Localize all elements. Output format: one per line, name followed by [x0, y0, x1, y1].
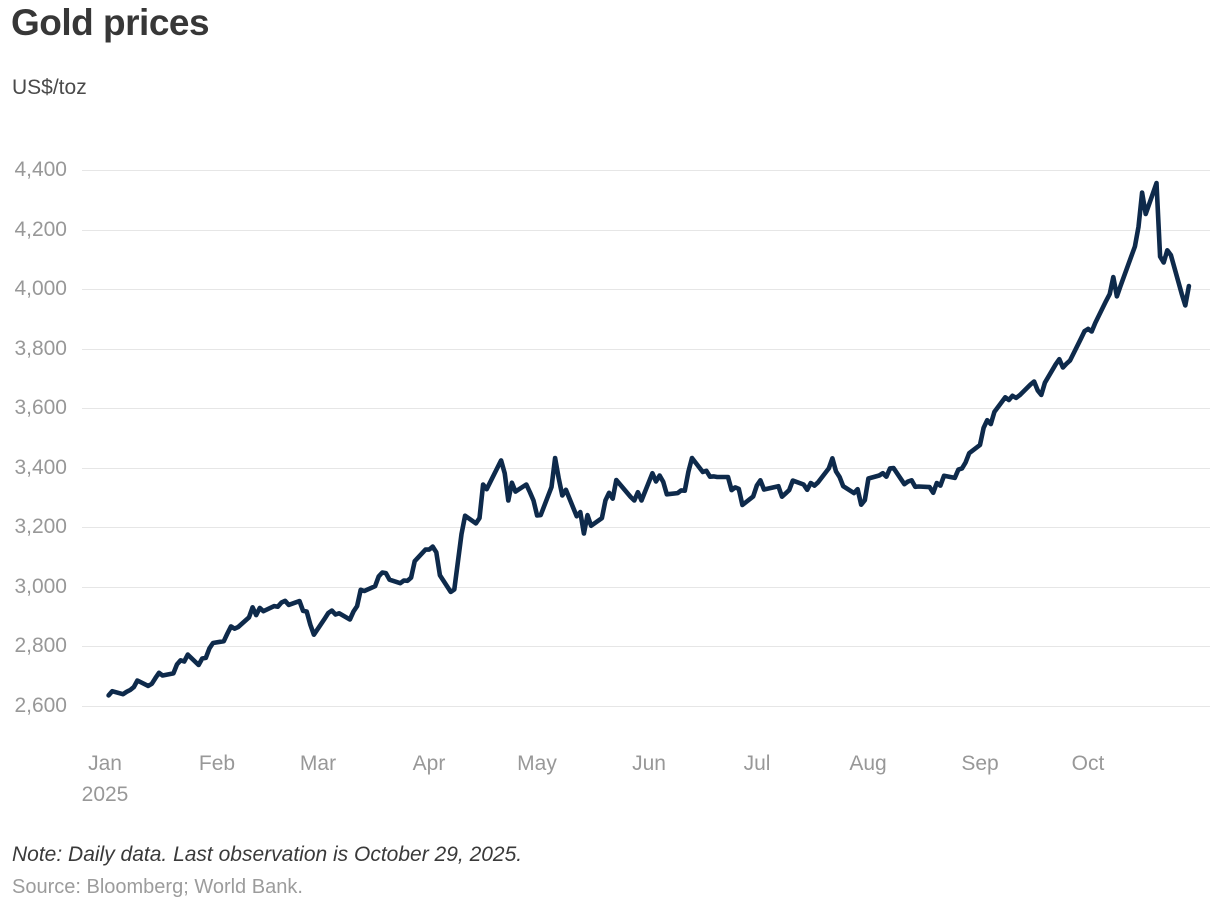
- x-axis-year-label: 2025: [81, 783, 129, 806]
- gridline: [82, 229, 1210, 231]
- y-axis-tick-label: 3,200: [14, 515, 67, 538]
- gridline: [82, 646, 1210, 647]
- x-axis-tick-label: Jan: [88, 752, 122, 775]
- gridline: [82, 408, 1210, 409]
- y-axis-tick-label: 2,600: [14, 693, 67, 717]
- y-axis-tick-label: 4,000: [14, 277, 67, 300]
- gridline: [82, 348, 1210, 350]
- x-axis-tick-label: Aug: [849, 752, 887, 775]
- gridline: [82, 527, 1210, 528]
- gold-price-line: [106, 180, 1192, 698]
- gridline: [82, 170, 1210, 171]
- chart-source: Source: Bloomberg; World Bank.: [12, 876, 303, 898]
- y-axis-tick-label: 2,800: [14, 634, 67, 657]
- x-axis-tick-label: Oct: [1071, 752, 1105, 775]
- chart-unit-label: US$/toz: [12, 76, 87, 99]
- x-axis-tick-label: May: [517, 752, 557, 775]
- gridline: [82, 467, 1210, 469]
- y-axis-tick-label: 3,800: [14, 336, 67, 360]
- gridline: [82, 289, 1210, 290]
- chart-note: Note: Daily data. Last observation is Oc…: [12, 843, 523, 866]
- gridline: [82, 586, 1210, 588]
- y-axis-tick-label: 3,400: [14, 455, 67, 479]
- x-axis-tick-label: Mar: [299, 752, 337, 775]
- y-axis-tick-label: 4,400: [14, 158, 67, 181]
- gridline: [82, 705, 1210, 707]
- x-axis-tick-label: Feb: [198, 752, 236, 775]
- x-axis-tick-label: Jul: [743, 752, 771, 775]
- chart-title: Gold prices: [11, 2, 210, 43]
- y-axis-tick-label: 4,200: [14, 217, 67, 241]
- x-axis-tick-label: Sep: [961, 752, 999, 775]
- x-axis-tick-label: Jun: [632, 752, 666, 775]
- y-axis-tick-label: 3,000: [14, 574, 67, 598]
- x-axis-tick-label: Apr: [412, 752, 446, 775]
- y-axis-tick-label: 3,600: [14, 396, 67, 419]
